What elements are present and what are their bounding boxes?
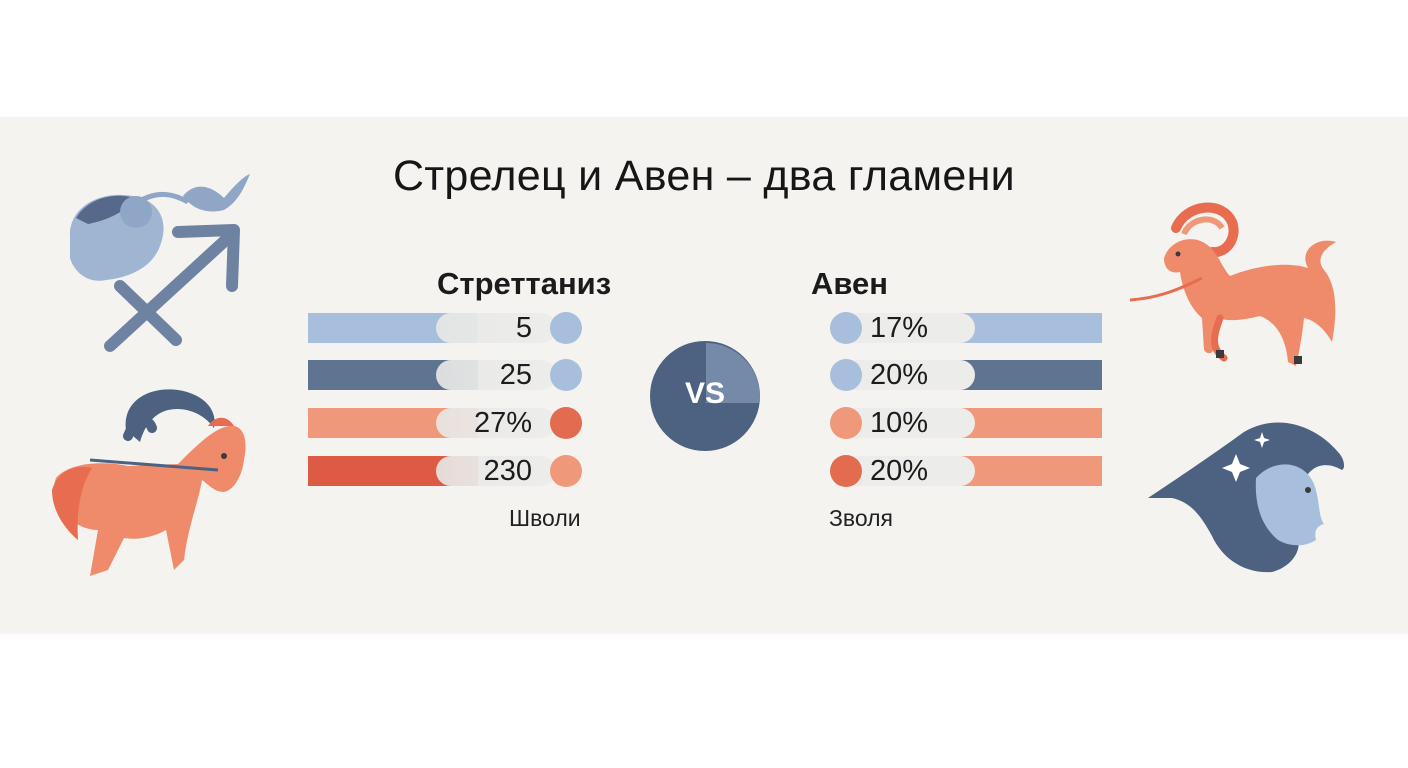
right-row-dot (830, 312, 862, 344)
right-row-value: 10% (870, 407, 929, 439)
right-row-value: 20% (870, 359, 929, 391)
right-row-value: 20% (870, 455, 929, 487)
left-row-value: 230 (483, 455, 532, 487)
left-column-title: Стреттаниз (437, 266, 612, 301)
sagittarius-symbol-icon (69, 174, 250, 352)
right-row-3: 10% (830, 407, 1102, 439)
moon-face-icon (1148, 422, 1345, 573)
left-row-dot (550, 312, 582, 344)
right-row-bar (952, 313, 1102, 343)
right-row-bar (952, 408, 1102, 438)
right-row-4: 20% (830, 455, 1102, 487)
left-row-dot (550, 455, 582, 487)
vs-label: VS (684, 377, 726, 410)
right-row-dot (830, 455, 862, 487)
left-row-4: 230 (308, 455, 588, 487)
right-row-1: 17% (830, 312, 1102, 344)
left-row-pill (436, 408, 556, 438)
right-row-dot (830, 407, 862, 439)
page-title: Стрелец и Авен – два гламени (393, 152, 1015, 200)
left-row-3: 27% (308, 407, 588, 439)
right-row-2: 20% (830, 359, 1102, 391)
vs-badge: VS (650, 341, 760, 451)
left-row-dot (550, 359, 582, 391)
ram-icon (1130, 202, 1336, 366)
left-row-1: 5 (308, 312, 588, 344)
left-row-2: 25 (308, 359, 588, 391)
left-row-pill (436, 360, 556, 390)
right-caption: Зволя (829, 505, 894, 531)
left-row-pill (436, 313, 556, 343)
left-row-dot (550, 407, 582, 439)
right-row-value: 17% (870, 312, 929, 344)
right-row-dot (830, 359, 862, 391)
right-row-bar (952, 456, 1102, 486)
left-caption: Шволи (509, 505, 581, 531)
left-row-value: 25 (499, 359, 532, 391)
left-row-value: 27% (473, 407, 532, 439)
left-row-value: 5 (515, 312, 532, 344)
right-column-title: Авен (811, 266, 889, 301)
left-row-pill (436, 456, 556, 486)
right-row-bar (952, 360, 1102, 390)
centaur-horse-icon (52, 389, 246, 576)
